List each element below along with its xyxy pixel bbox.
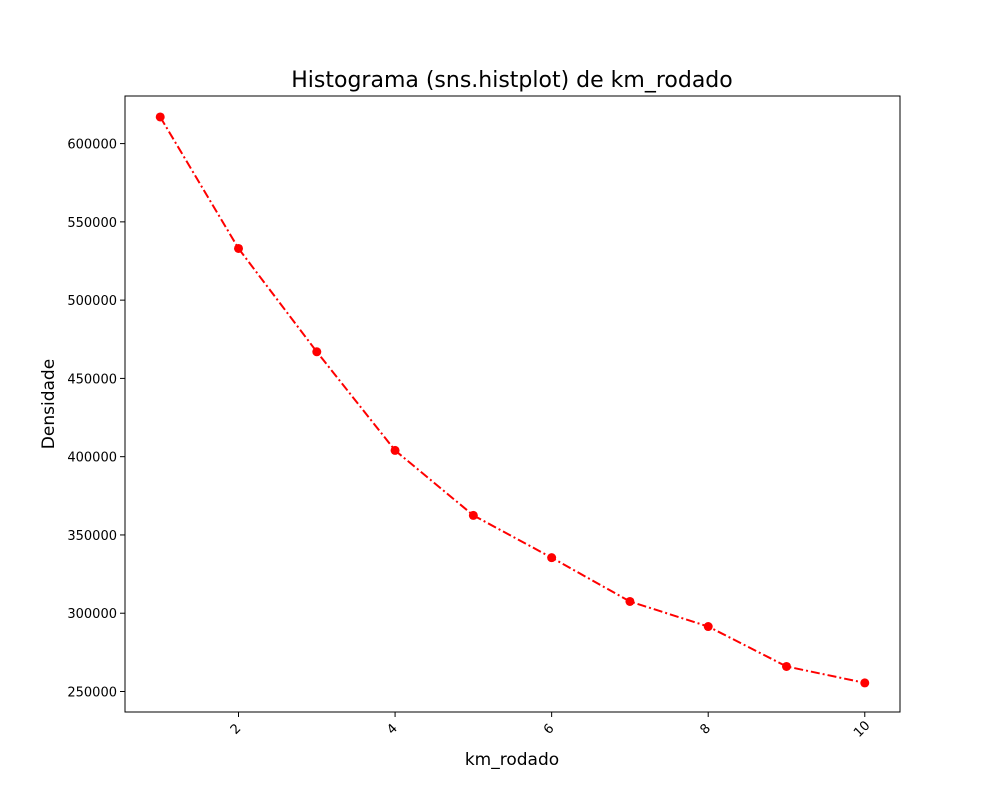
x-tick-label: 6 [541,721,557,737]
x-axis-label: km_rodado [465,750,559,770]
y-tick-label: 250000 [67,685,117,700]
data-point [781,661,791,671]
chart-title: Histograma (sns.histplot) de km_rodado [291,68,732,93]
data-point [234,243,244,253]
y-tick-label: 400000 [67,451,117,466]
data-point [312,347,322,357]
x-tick-label: 8 [698,721,714,737]
y-axis: 250000 300000 350000 400000 450000 500000 5500… [67,138,125,700]
y-tick-label: 300000 [67,607,117,622]
plot-area [124,95,901,713]
y-tick-label: 500000 [67,294,117,309]
y-axis-label: Densidade [39,359,59,449]
series-line [159,116,865,684]
data-point [625,596,635,606]
x-tick-label: 10 [851,718,873,740]
data-point [155,112,165,122]
x-tick-label: 2 [228,721,244,737]
y-tick-label: 450000 [67,372,117,387]
data-point [547,553,557,563]
data-point [703,622,713,632]
y-tick-label: 550000 [67,216,117,231]
y-tick-label: 350000 [67,529,117,544]
data-point [468,510,478,520]
data-point [860,678,870,688]
data-point [390,445,400,455]
series-layer [155,112,870,688]
x-tick-label: 4 [384,721,400,737]
x-axis: 2 4 6 8 10 [228,712,873,741]
y-tick-label: 600000 [67,138,117,153]
